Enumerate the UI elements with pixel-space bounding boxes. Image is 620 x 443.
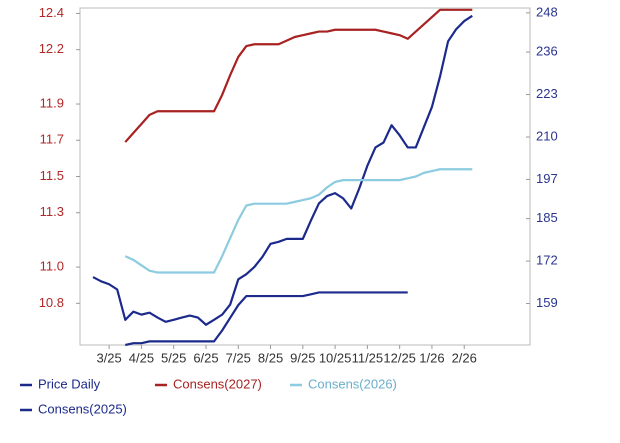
legend-label: Consens(2025) xyxy=(38,401,127,416)
y-tick-label: 10.8 xyxy=(39,295,64,310)
y2-tick-label: 172 xyxy=(536,253,558,268)
x-tick-label: 1/26 xyxy=(419,350,444,365)
x-tick-label: 11/25 xyxy=(352,350,384,365)
x-tick-label: 4/25 xyxy=(129,350,154,365)
series-line xyxy=(125,291,408,347)
y-tick-label: 11.7 xyxy=(40,132,64,147)
y-tick-label: 11.3 xyxy=(40,204,64,219)
x-tick-label: 5/25 xyxy=(161,350,186,365)
x-tick-label: 6/25 xyxy=(193,350,218,365)
series-line xyxy=(124,8,473,143)
y2-tick-label: 185 xyxy=(536,210,558,225)
legend-label: Price Daily xyxy=(38,376,101,391)
y2-tick-label: 236 xyxy=(536,44,558,59)
x-tick-label: 2/26 xyxy=(452,350,477,365)
x-tick-label: 12/25 xyxy=(383,350,416,365)
y2-tick-label: 248 xyxy=(536,4,558,19)
y2-tick-label: 223 xyxy=(536,86,558,101)
x-tick-label: 3/25 xyxy=(96,350,121,365)
y-tick-label: 11.0 xyxy=(40,259,64,274)
series-line xyxy=(92,14,473,326)
legend-label: Consens(2026) xyxy=(308,376,397,391)
x-tick-label: 9/25 xyxy=(290,350,315,365)
y-tick-label: 12.2 xyxy=(39,41,64,56)
x-tick-label: 10/25 xyxy=(319,350,352,365)
plot-frame xyxy=(79,7,531,346)
series-line xyxy=(124,168,473,274)
x-tick-label: 8/25 xyxy=(258,350,283,365)
y-tick-label: 11.9 xyxy=(40,95,64,110)
x-tick-label: 7/25 xyxy=(226,350,251,365)
y2-tick-label: 197 xyxy=(536,171,558,186)
y-tick-label: 11.5 xyxy=(40,168,64,183)
y2-tick-label: 159 xyxy=(536,295,558,310)
legend-label: Consens(2027) xyxy=(173,376,262,391)
y-tick-label: 12.4 xyxy=(39,5,64,20)
y2-tick-label: 210 xyxy=(536,128,558,143)
